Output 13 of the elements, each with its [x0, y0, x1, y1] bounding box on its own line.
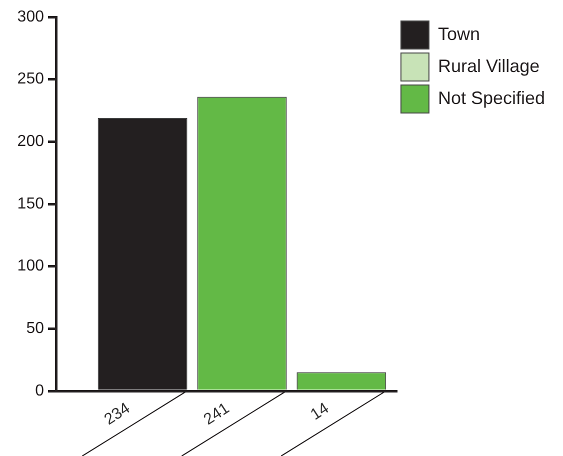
legend-label: Town [438, 24, 480, 44]
y-tick-label: 250 [17, 70, 44, 88]
legend-label: Rural Village [438, 56, 540, 76]
y-tick-label: 100 [17, 258, 44, 275]
x-tick-label: 241 [200, 400, 233, 429]
legend-label: Not Specified [438, 88, 546, 108]
y-tick-label: 0 [35, 382, 44, 400]
x-tick-label: 234 [101, 400, 134, 429]
y-tick-label: 50 [26, 320, 44, 338]
y-tick-label: 150 [17, 195, 44, 212]
x-tick-label: 14 [308, 400, 332, 424]
y-tick-label: 300 [17, 8, 44, 26]
y-tick-label: 200 [17, 133, 44, 150]
